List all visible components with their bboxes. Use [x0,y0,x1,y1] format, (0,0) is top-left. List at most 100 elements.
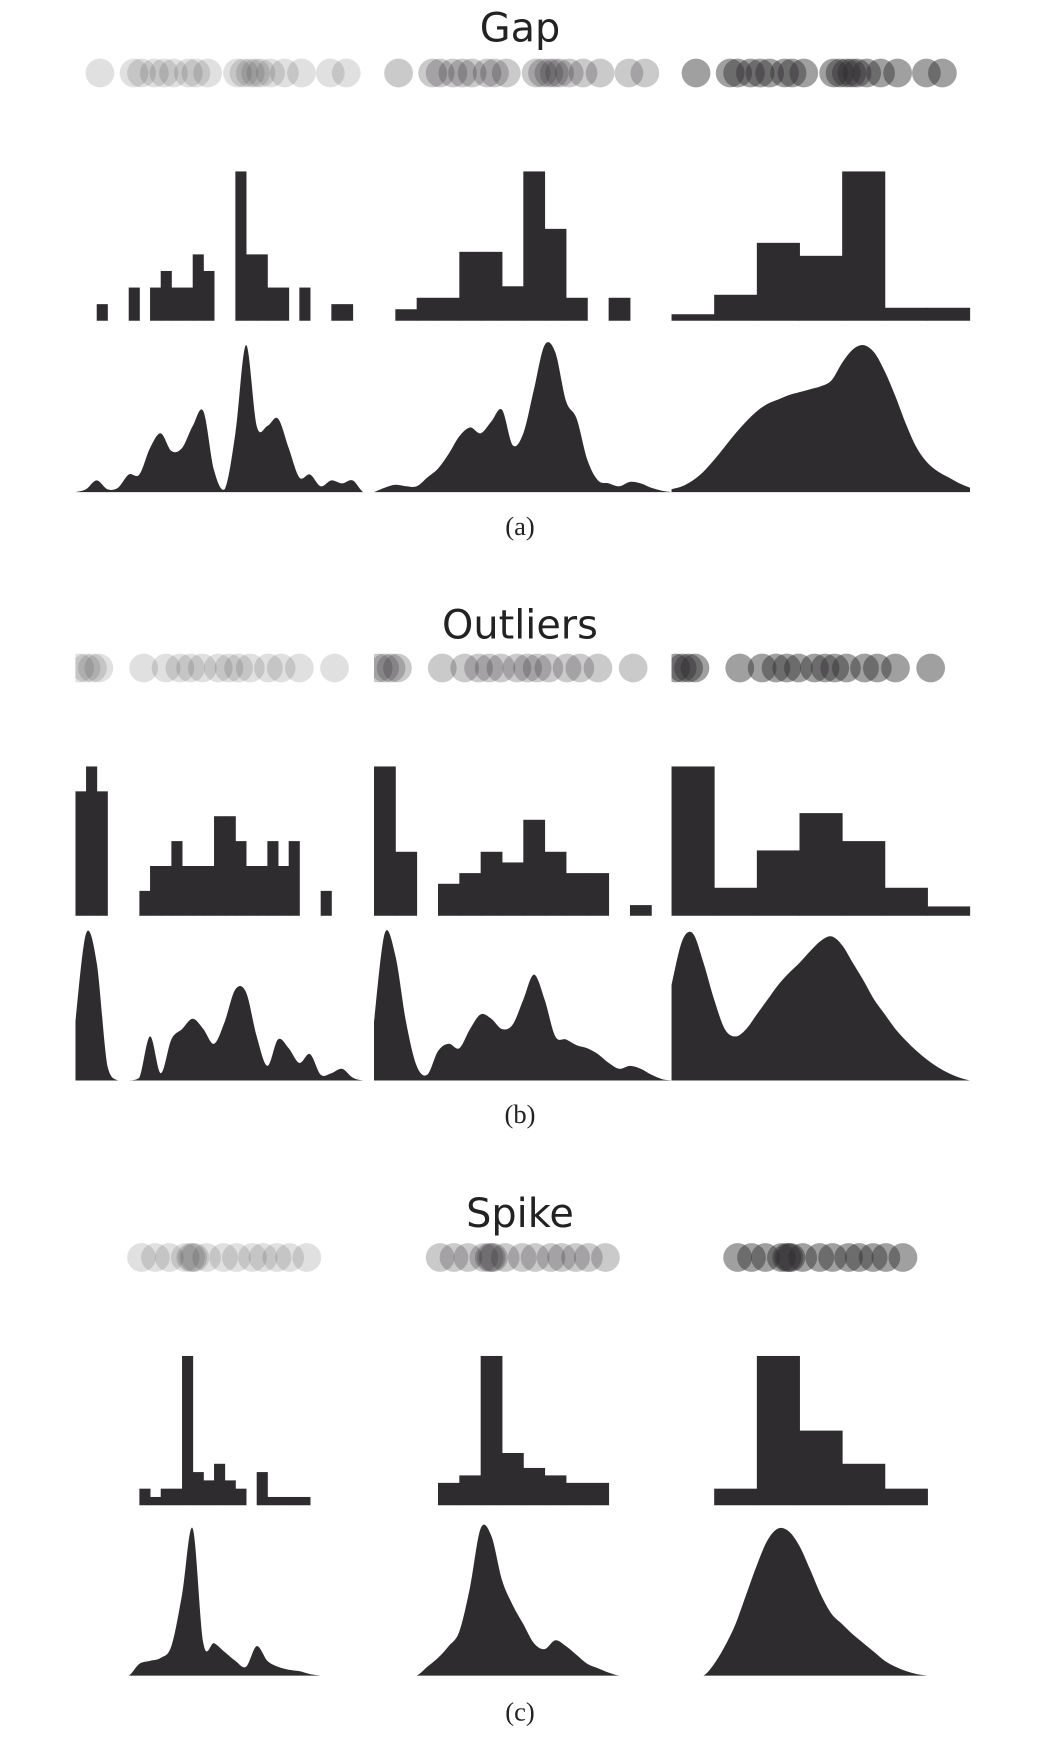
histogram-bar [160,270,172,321]
dot [681,58,711,88]
panel-label: (a) [505,511,534,541]
panel-title: Gap [480,5,560,51]
histogram-bar [86,766,98,916]
dot [192,1243,221,1272]
dot [270,58,299,88]
density-area [374,342,673,493]
histogram-bar [267,841,279,916]
dot [818,1243,847,1272]
histogram-bar [203,270,215,321]
dot [784,653,813,683]
histogram-bar [192,254,204,321]
dot [888,1243,918,1272]
dot [750,1243,780,1272]
dot [789,58,819,88]
histogram-bar [267,287,279,321]
histogram-bar [523,1467,546,1506]
dot [235,653,265,683]
dot [170,1243,200,1272]
histogram-bar [480,1355,503,1506]
density-area [75,345,375,493]
histogram-bar [395,851,418,916]
dot [554,58,584,88]
histogram-bar [565,1482,588,1506]
dot [491,58,521,88]
dot [384,58,413,88]
dot [203,653,233,683]
histogram-bar [587,1482,610,1506]
panel-label: (b) [505,1099,536,1129]
column [75,653,375,1081]
dot [671,653,691,683]
dot [474,1243,504,1272]
dot [745,58,775,88]
dot [457,58,487,88]
dot [737,1243,766,1272]
dot [850,653,879,683]
dot [513,653,542,683]
dot [772,653,802,683]
dot [480,58,509,88]
dot [119,58,149,88]
dot [858,1243,888,1272]
dot [209,1243,239,1272]
dot [174,58,203,88]
dot [176,1243,205,1272]
dot [439,1243,469,1272]
dot [85,58,115,88]
dot [536,1243,566,1272]
dot [736,58,765,88]
dot [262,1243,292,1272]
dot [671,653,697,683]
panel-title: Spike [466,1191,574,1237]
histogram-bar [182,1355,194,1506]
dot [448,58,477,88]
histogram-bar [288,1496,300,1506]
dot [573,1243,603,1272]
dot [151,653,181,683]
dot [912,58,941,88]
dot [507,1243,537,1272]
dot [472,58,502,88]
dot [844,1243,874,1272]
dot [75,653,101,683]
density-area [671,1527,971,1676]
dot [450,653,480,683]
histogram-bar [192,865,204,916]
dot [883,58,912,88]
dot [241,58,271,88]
histogram-bar [756,850,800,916]
dot [565,653,595,683]
histogram-bar [459,873,482,916]
dot [223,58,252,88]
dot [181,58,211,88]
dot [187,653,217,683]
dot [320,653,349,683]
histogram-bar [182,865,194,916]
dot [254,653,283,683]
dot [871,1243,901,1272]
histogram-bar [437,883,460,916]
histogram-bar [256,865,268,916]
histogram-bar [842,1463,886,1506]
dot [235,58,265,88]
dot [438,58,468,88]
dot [766,1243,796,1272]
dot [522,653,552,683]
histogram-bar [171,841,183,916]
dot [755,58,785,88]
density-area [75,1527,375,1676]
histogram-bar [523,819,546,916]
histogram-bar [192,1472,204,1506]
histogram-bar [331,304,343,321]
histogram-bar [128,287,140,321]
density-area [374,1524,673,1676]
column [671,1243,971,1676]
dot [383,653,412,683]
dot [490,1243,520,1272]
dot [176,653,205,683]
histogram-bar [395,309,418,321]
histogram-bar [224,1480,236,1506]
histogram-bar [671,766,715,916]
